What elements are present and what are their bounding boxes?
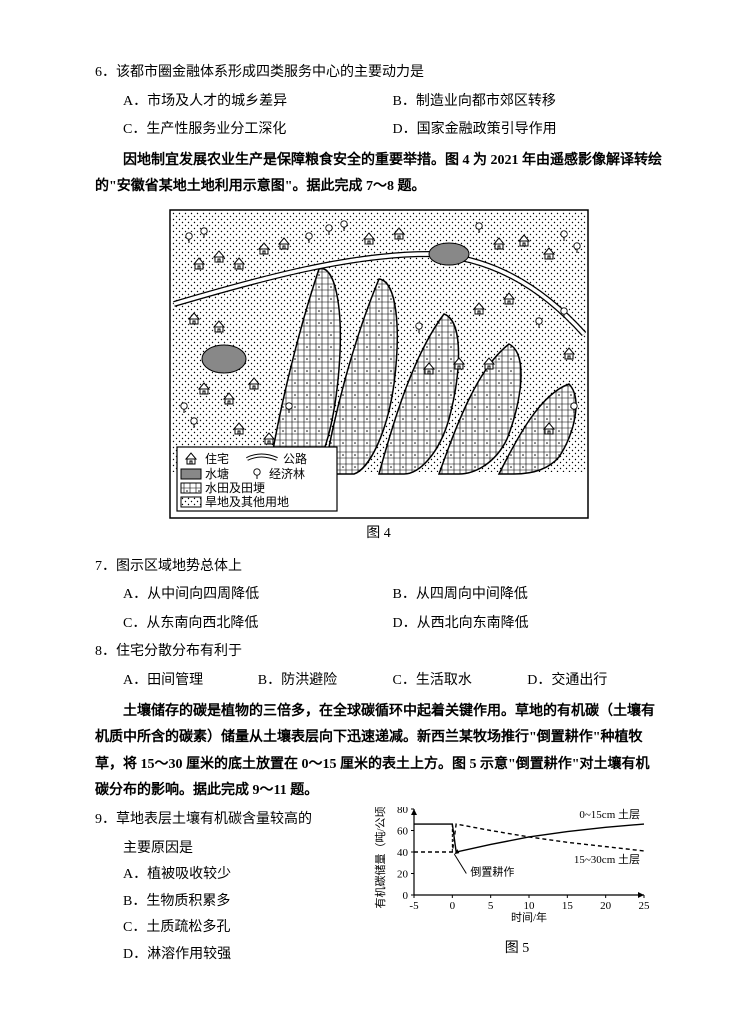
q9-stem-cont: 主要原因是	[95, 836, 345, 863]
svg-text:15: 15	[562, 900, 574, 912]
svg-text:时间/年: 时间/年	[511, 910, 547, 923]
svg-text:0: 0	[450, 900, 456, 912]
q7-stem: 7．图示区域地势总体上	[95, 554, 662, 581]
q7-optB: B．从四周向中间降低	[393, 582, 663, 609]
svg-text:15~30cm 土层: 15~30cm 土层	[574, 853, 640, 866]
svg-text:旱地及其他用地: 旱地及其他用地	[205, 495, 289, 509]
q8-optB: B．防洪避险	[258, 668, 393, 695]
q7-optC: C．从东南向西北降低	[123, 611, 393, 638]
svg-text:住宅: 住宅	[205, 451, 229, 466]
svg-text:20: 20	[397, 868, 409, 880]
q9-options-row1: A．植被吸收较少 B．生物质积累多	[95, 862, 345, 915]
q7-optA: A．从中间向四周降低	[123, 582, 393, 609]
land-use-map: 住宅 公路 水塘 经济林 水田及田埂 旱地及其他用地	[169, 209, 589, 519]
q6-optB: B．制造业向都市郊区转移	[393, 89, 663, 116]
q8-optC: C．生活取水	[393, 668, 528, 695]
q7-optD: D．从西北向东南降低	[393, 611, 663, 638]
svg-text:80: 80	[397, 807, 409, 816]
q8-optA: A．田间管理	[123, 668, 258, 695]
q6-options-row2: C．生产性服务业分工深化 D．国家金融政策引导作用	[95, 117, 662, 144]
q9-optA: A．植被吸收较少	[123, 862, 231, 889]
svg-text:水塘: 水塘	[205, 466, 229, 481]
context-9-11: 土壤储存的碳是植物的三倍多，在全球碳循环中起着关键作用。草地的有机碳（土壤有机质…	[95, 699, 662, 805]
q8-stem: 8．住宅分散分布有利于	[95, 639, 662, 666]
svg-text:5: 5	[488, 900, 494, 912]
svg-text:20: 20	[600, 900, 612, 912]
svg-text:60: 60	[397, 825, 409, 837]
svg-text:倒置耕作: 倒置耕作	[470, 865, 514, 879]
q9-optB: B．生物质积累多	[123, 889, 230, 916]
q9-optD: D．淋溶作用较强	[123, 942, 231, 969]
svg-text:公路: 公路	[283, 451, 307, 466]
svg-text:经济林: 经济林	[269, 466, 305, 481]
q7-options-row2: C．从东南向西北降低 D．从西北向东南降低	[95, 611, 662, 638]
q6-options-row1: A．市场及人才的城乡差异 B．制造业向都市郊区转移	[95, 89, 662, 116]
carbon-chart: 020406080-50510152025时间/年有机碳储量（吨/公顷）0~15…	[372, 807, 652, 923]
svg-text:0~15cm 土层: 0~15cm 土层	[579, 808, 640, 821]
context-7-8: 因地制宜发展农业生产是保障粮食安全的重要举措。图 4 为 2021 年由遥感影像…	[95, 148, 662, 201]
svg-text:-5: -5	[409, 900, 419, 912]
q7-options-row1: A．从中间向四周降低 B．从四周向中间降低	[95, 582, 662, 609]
q6-optC: C．生产性服务业分工深化	[123, 117, 393, 144]
q9-stem: 9．草地表层土壤有机碳含量较高的	[95, 807, 345, 834]
figure-4: 住宅 公路 水塘 经济林 水田及田埂 旱地及其他用地 图 4	[95, 209, 662, 548]
figure-5-caption: 图 5	[372, 936, 662, 963]
q9-optC: C．土质疏松多孔	[123, 915, 230, 942]
svg-text:40: 40	[397, 847, 409, 859]
svg-text:25: 25	[639, 900, 651, 912]
q9-options-row2: C．土质疏松多孔 D．淋溶作用较强	[95, 915, 345, 968]
svg-text:0: 0	[403, 890, 409, 902]
q8-options: A．田间管理 B．防洪避险 C．生活取水 D．交通出行	[95, 668, 662, 695]
figure-4-caption: 图 4	[95, 521, 662, 548]
q6-optA: A．市场及人才的城乡差异	[123, 89, 393, 116]
svg-text:有机碳储量（吨/公顷）: 有机碳储量（吨/公顷）	[373, 807, 387, 909]
q6-optD: D．国家金融政策引导作用	[393, 117, 663, 144]
svg-text:10: 10	[524, 900, 536, 912]
q8-optD: D．交通出行	[527, 668, 662, 695]
q6-stem: 6．该都市圈金融体系形成四类服务中心的主要动力是	[95, 60, 662, 87]
svg-text:水田及田埂: 水田及田埂	[205, 481, 265, 495]
figure-5: 020406080-50510152025时间/年有机碳储量（吨/公顷）0~15…	[372, 807, 662, 962]
